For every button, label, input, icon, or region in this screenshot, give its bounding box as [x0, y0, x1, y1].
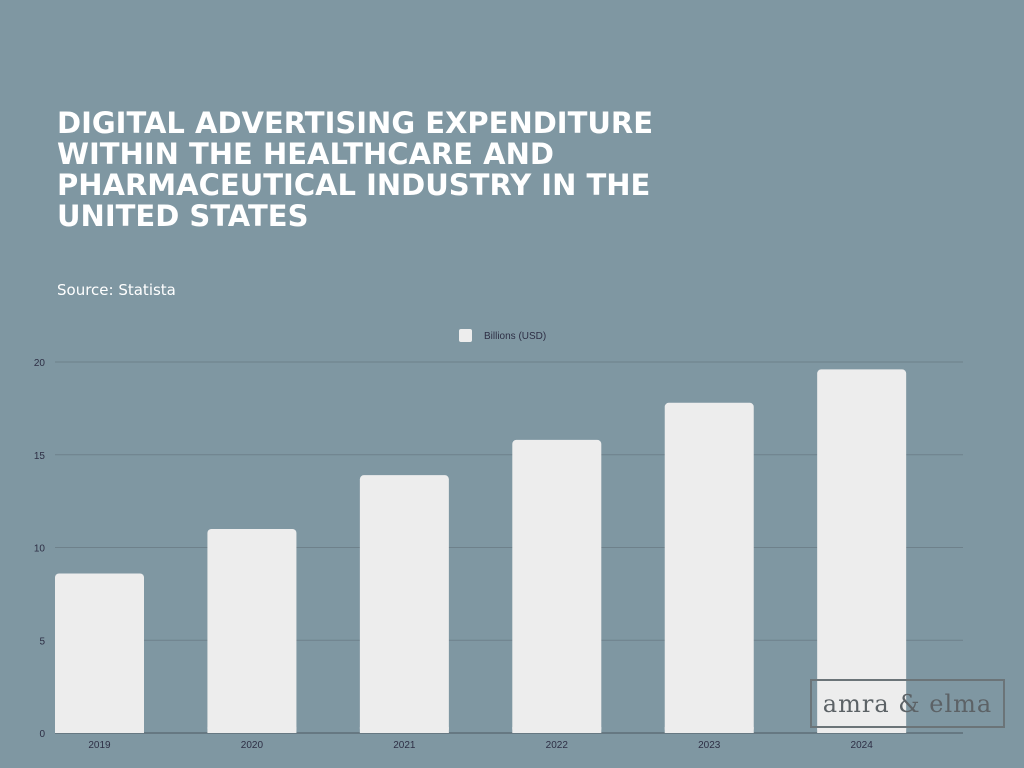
bar-base — [55, 727, 144, 733]
x-tick-label: 2021 — [393, 740, 416, 751]
x-tick-label: 2022 — [546, 740, 569, 751]
bar — [817, 369, 907, 733]
legend-label: Billions (USD) — [484, 331, 546, 342]
chart-title: DIGITAL ADVERTISING EXPENDITURE WITHIN T… — [57, 106, 654, 233]
bar-base — [207, 727, 297, 733]
bar — [664, 402, 754, 733]
source-note: Source: Statista — [57, 281, 176, 299]
bar — [512, 439, 602, 733]
bar — [55, 573, 144, 733]
y-tick-label: 10 — [34, 544, 46, 555]
x-tick-label: 2019 — [88, 740, 111, 751]
legend-swatch — [459, 329, 472, 342]
bar — [359, 475, 449, 733]
bar-base — [359, 727, 449, 733]
bar-base — [664, 727, 754, 733]
y-tick-label: 15 — [34, 451, 46, 462]
x-tick-label: 2020 — [241, 740, 264, 751]
x-tick-label: 2023 — [698, 740, 721, 751]
y-tick-label: 5 — [39, 636, 45, 647]
y-tick-label: 20 — [34, 358, 46, 369]
bar-base — [817, 727, 907, 733]
brand-logo: amra & elma — [810, 679, 1005, 728]
y-tick-label: 0 — [39, 729, 45, 740]
x-tick-label: 2024 — [851, 740, 874, 751]
bar-base — [512, 727, 602, 733]
bar — [207, 528, 297, 733]
